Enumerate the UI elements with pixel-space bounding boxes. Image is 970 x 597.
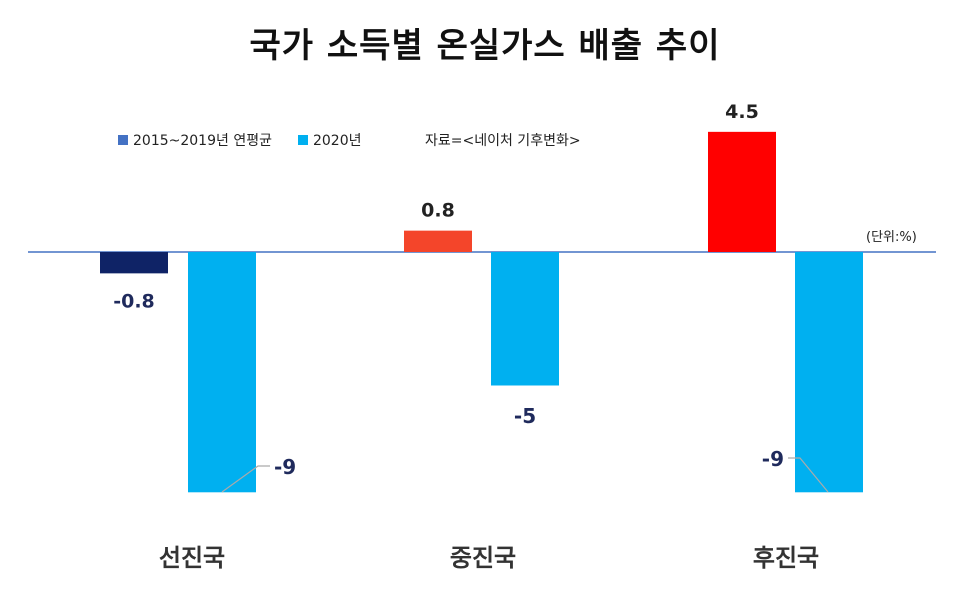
leader-line-series1-2 [788,457,829,493]
legend-label-series1: 2020년 [312,133,362,149]
bar-series1-2 [795,252,863,493]
category-label-2: 후진국 [753,544,819,572]
source-note: 자료=<네이처 기후변화> [425,133,581,149]
legend-label-series0: 2015~2019년 연평균 [133,133,272,149]
legend-item-series0: 2015~2019년 연평균 [118,130,272,150]
data-label-series1-1: -5 [514,404,536,428]
data-label-series1-0: -9 [274,455,296,479]
legend-swatch-series0 [118,135,128,145]
chart-title: 국가 소득별 온실가스 배출 추이 [249,26,721,66]
data-label-series0-2: 4.5 [725,101,759,123]
data-label-series0-0: -0.8 [113,290,155,312]
data-label-series0-1: 0.8 [421,200,455,222]
bar-series0-0 [100,252,168,274]
category-label-0: 선진국 [159,544,225,572]
legend-swatch-series1 [297,135,308,145]
unit-note: (단위:%) [866,230,917,245]
bar-series1-1 [491,252,559,386]
legend-item-series1: 2020년 [297,130,362,150]
leader-line-series1-0 [221,465,270,493]
data-label-series1-2: -9 [762,447,784,471]
bar-series0-1 [404,230,472,252]
bar-series0-2 [708,131,776,252]
bar-series1-0 [188,252,256,493]
category-label-1: 중진국 [450,544,516,572]
legend: 2015~2019년 연평균 2020년 [118,130,387,150]
